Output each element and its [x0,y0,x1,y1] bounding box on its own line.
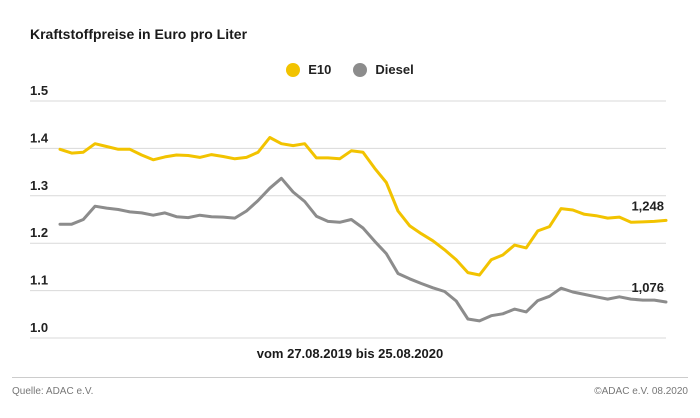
legend-item-diesel: Diesel [353,62,414,77]
legend-item-e10: E10 [286,62,331,77]
footer-source: Quelle: ADAC e.V. [12,386,94,397]
footer-divider [12,377,688,378]
y-tick-label: 1.3 [30,178,48,193]
y-tick-label: 1.2 [30,225,48,240]
y-tick-label: 1.5 [30,83,48,98]
legend-label-diesel: Diesel [375,62,414,77]
chart-date-range: vom 27.08.2019 bis 25.08.2020 [256,346,444,361]
footer-copyright: ©ADAC e.V. 08.2020 [594,386,688,397]
end-label-e10: 1,248 [631,198,664,213]
legend-label-e10: E10 [308,62,332,77]
series-line-e10 [58,136,668,277]
chart-legend: E10 Diesel [0,62,700,77]
legend-dot-e10 [286,62,301,77]
y-tick-label: 1.1 [30,273,48,288]
y-tick-label: 1.0 [30,320,48,335]
series-line-diesel [58,176,668,323]
legend-dot-diesel [353,62,368,77]
chart-title: Kraftstoffpreise in Euro pro Liter [30,26,248,42]
end-label-diesel: 1,076 [631,280,664,295]
y-tick-label: 1.4 [30,130,49,145]
